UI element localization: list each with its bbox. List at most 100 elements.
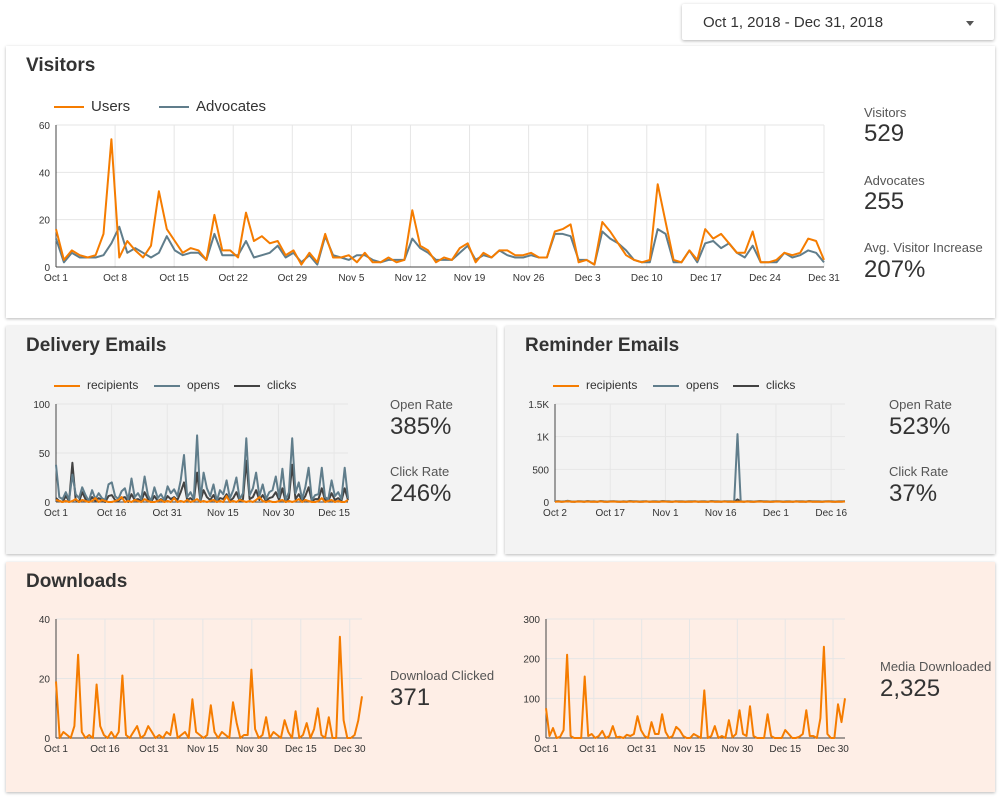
x-tick-label: Oct 17 (596, 508, 626, 519)
x-tick-label: Dec 31 (808, 273, 840, 284)
reminder-emails-title: Reminder Emails (525, 335, 680, 356)
legend-swatch-advocates (159, 106, 189, 109)
x-tick-label: Oct 22 (218, 273, 248, 284)
x-tick-label: Oct 31 (153, 508, 183, 519)
y-tick-label: 20 (39, 216, 51, 227)
x-tick-label: Dec 1 (763, 508, 790, 519)
x-tick-label: Oct 29 (278, 273, 308, 284)
x-tick-label: Oct 16 (579, 744, 609, 755)
y-tick-label: 40 (39, 615, 51, 626)
legend-label-recipients: recipients (586, 378, 638, 392)
y-tick-label: 500 (532, 465, 549, 476)
kpi-value-advocates: 255 (864, 188, 905, 215)
date-range-picker[interactable]: Oct 1, 2018 - Dec 31, 2018 (682, 4, 994, 40)
series-line-recipients (55, 495, 349, 503)
delivery-emails-chart[interactable]: Oct 1 Oct 16 Oct 31 Nov 15 Nov 30 Dec 15 0 50 10… (26, 399, 352, 524)
legend-recipients[interactable]: recipients (54, 378, 138, 392)
download-clicked-chart[interactable]: Oct 1 Oct 16 Oct 31 Nov 15 Nov 30 Dec 15 Dec 3… (26, 614, 366, 760)
legend-swatch-recipients (553, 384, 579, 387)
x-tick-label: Oct 8 (103, 273, 127, 284)
legend-users[interactable]: Users (54, 98, 130, 115)
y-tick-label: 0 (44, 263, 50, 274)
x-tick-label: Oct 1 (44, 508, 68, 519)
kpi-value-avg-visitor-increase: 207% (864, 256, 926, 283)
x-tick-label: Nov 5 (338, 273, 365, 284)
legend-label-clicks: clicks (766, 378, 796, 392)
x-tick-label: Dec 3 (575, 273, 602, 284)
legend-opens[interactable]: opens (653, 378, 719, 392)
legend-swatch-opens (154, 384, 180, 387)
x-tick-label: Nov 30 (236, 744, 268, 755)
y-tick-label: 0 (44, 498, 50, 509)
x-tick-label: Nov 16 (705, 508, 737, 519)
x-tick-label: Nov 15 (207, 508, 239, 519)
legend-label-opens: opens (686, 378, 719, 392)
legend-clicks[interactable]: clicks (234, 378, 296, 392)
legend-swatch-users (54, 106, 84, 109)
kpi-value-media-downloaded: 2,325 (880, 675, 941, 702)
kpi-value-open-rate: 385% (390, 413, 452, 440)
x-tick-label: Dec 15 (318, 508, 350, 519)
y-tick-label: 40 (39, 168, 51, 179)
date-range-label: Oct 1, 2018 - Dec 31, 2018 (703, 14, 884, 31)
x-tick-label: Oct 15 (159, 273, 189, 284)
kpi-label-visitors: Visitors (864, 105, 907, 120)
x-tick-label: Oct 1 (534, 744, 558, 755)
legend-swatch-opens (653, 384, 679, 387)
y-tick-label: 20 (39, 675, 51, 686)
series-line-users (55, 138, 825, 266)
reminder-emails-panel: Reminder Emails recipients opens clicks … (505, 326, 995, 554)
kpi-label-open-rate: Open Rate (889, 397, 952, 412)
x-tick-label: Dec 17 (690, 273, 722, 284)
x-tick-label: Nov 30 (722, 744, 754, 755)
visitors-chart[interactable]: Oct 1 Oct 8 Oct 15 Oct 22 Oct 29 Nov 5 Nov 12 N… (26, 121, 840, 292)
kpi-label-download-clicked: Download Clicked (390, 668, 495, 683)
x-tick-label: Nov 15 (674, 744, 706, 755)
y-tick-label: 0 (44, 734, 50, 745)
visitors-title: Visitors (26, 55, 96, 76)
downloads-panel: Downloads Oct 1 Oct 16 Oct 31 Nov 15 Nov 30 D… (6, 562, 995, 792)
chevron-down-icon[interactable] (966, 21, 974, 26)
legend-recipients[interactable]: recipients (553, 378, 637, 392)
kpi-value-click-rate: 37% (889, 480, 938, 507)
legend-label-opens: opens (187, 378, 220, 392)
y-tick-label: 0 (543, 498, 549, 509)
visitors-panel: Visitors Users Advocates Oct 1 Oct 8 Oct 1… (6, 46, 995, 318)
y-tick-label: 1.5K (528, 400, 549, 411)
y-tick-label: 300 (523, 615, 540, 626)
y-tick-label: 1K (537, 433, 550, 444)
x-tick-label: Oct 1 (44, 744, 68, 755)
series-line-data (545, 645, 846, 739)
series-line-opens (55, 434, 349, 502)
y-tick-label: 200 (523, 655, 540, 666)
kpi-value-download-clicked: 371 (390, 684, 431, 711)
legend-clicks[interactable]: clicks (733, 378, 795, 392)
legend-advocates[interactable]: Advocates (159, 98, 266, 115)
x-tick-label: Dec 15 (769, 744, 801, 755)
kpi-label-open-rate: Open Rate (390, 397, 453, 412)
x-tick-label: Nov 30 (263, 508, 295, 519)
x-tick-label: Oct 31 (627, 744, 657, 755)
x-tick-label: Dec 15 (285, 744, 317, 755)
x-tick-label: Oct 2 (543, 508, 567, 519)
series-line-opens (554, 433, 846, 503)
y-tick-label: 50 (39, 449, 51, 460)
reminder-emails-chart[interactable]: Oct 2 Oct 17 Nov 1 Nov 16 Dec 1 Dec 16 0 500 1K 1… (519, 399, 849, 524)
legend-label-users: Users (91, 98, 131, 115)
legend-opens[interactable]: opens (154, 378, 220, 392)
x-tick-label: Dec 24 (749, 273, 781, 284)
delivery-emails-panel: Delivery Emails recipients opens clicks … (6, 326, 496, 554)
kpi-value-open-rate: 523% (889, 413, 951, 440)
kpi-value-visitors: 529 (864, 120, 905, 147)
kpi-label-click-rate: Click Rate (889, 464, 949, 479)
x-tick-label: Dec 30 (817, 744, 849, 755)
kpi-label-advocates: Advocates (864, 173, 925, 188)
legend-label-clicks: clicks (267, 378, 297, 392)
media-downloaded-chart[interactable]: Oct 1 Oct 16 Oct 31 Nov 15 Nov 30 Dec 15 Dec 3… (513, 614, 853, 760)
x-tick-label: Oct 1 (44, 273, 68, 284)
delivery-emails-title: Delivery Emails (26, 335, 167, 356)
y-tick-label: 100 (33, 400, 50, 411)
x-tick-label: Dec 16 (815, 508, 847, 519)
x-tick-label: Nov 26 (513, 273, 545, 284)
legend-swatch-clicks (733, 384, 759, 387)
